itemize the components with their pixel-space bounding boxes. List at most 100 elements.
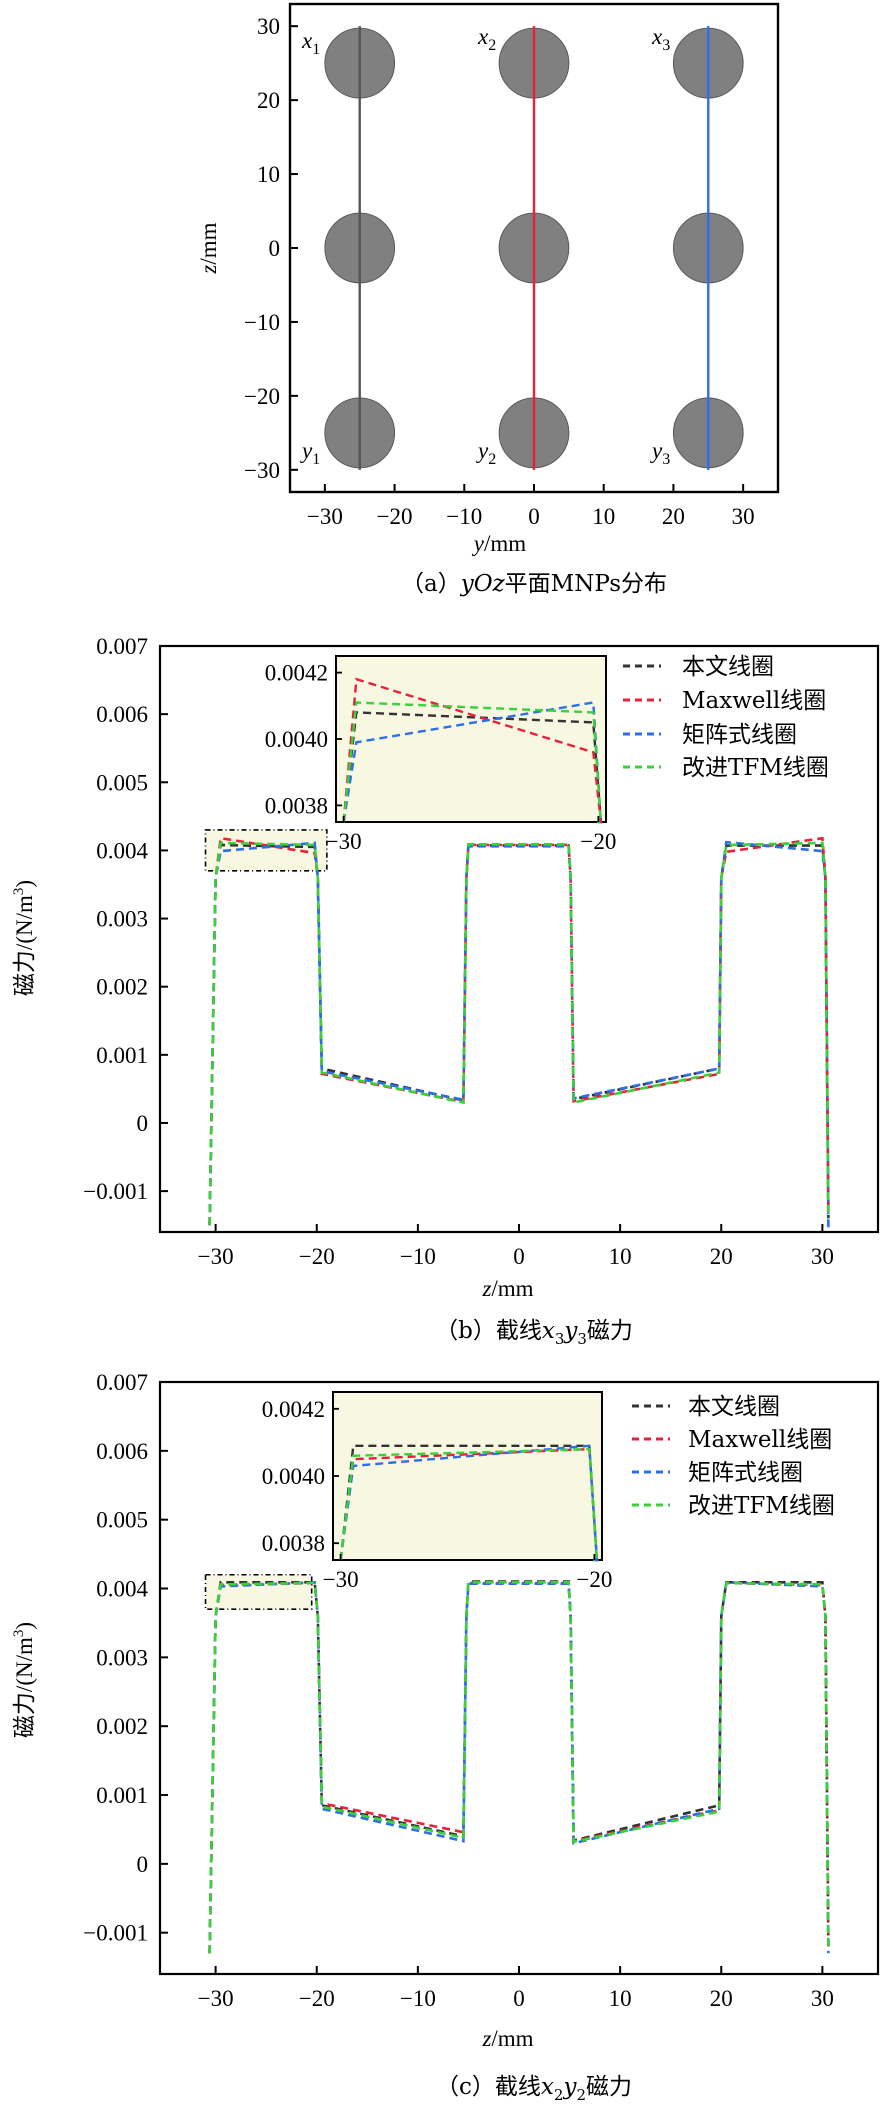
x-tick-label: −20 xyxy=(299,1986,335,2011)
series-line-1 xyxy=(208,836,830,1226)
x-tick-label: −30 xyxy=(198,1244,234,1269)
panel-c-force-x2y2: −30 −20 −10 0 10 20 30 0.007 0.006 0.005 0.004 0.00… xyxy=(11,1370,880,2104)
y-tick-label: 0.007 xyxy=(96,634,148,659)
legend-label-tfm: 改进TFM线圈 xyxy=(688,1493,835,1519)
inset-y-tick-label: 0.0040 xyxy=(262,1464,325,1489)
x-tick-label: −30 xyxy=(307,504,343,529)
y-tick-label: 0 xyxy=(137,1111,149,1136)
x-tick-label: 20 xyxy=(710,1986,733,2011)
legend-label-matrix: 矩阵式线圈 xyxy=(688,1460,803,1486)
y-tick-label: 0.007 xyxy=(96,1370,148,1395)
y-tick-label: −0.001 xyxy=(83,1921,148,1946)
panel-a-axis-ticks: −30 −20 −10 0 10 20 30 30 20 10 0 −10 −20 −30 xyxy=(244,14,755,529)
inset-y-tick-label: 0.0038 xyxy=(262,1531,325,1556)
label-y1: y1 xyxy=(300,438,320,468)
y-tick-label: 10 xyxy=(257,162,280,187)
inset-y-tick-label: 0.0042 xyxy=(265,661,328,686)
x-tick-label: 0 xyxy=(528,504,540,529)
x-tick-label: −30 xyxy=(198,1986,234,2011)
panel-b-inset: −30 −20 0.0042 0.0040 0.0038 xyxy=(265,655,617,854)
inset-series-line-3 xyxy=(339,1447,599,1562)
y-tick-label: 0.001 xyxy=(96,1043,148,1068)
panel-c-series xyxy=(208,1580,830,1954)
inset-x-tick-label: −30 xyxy=(326,829,362,854)
panel-b-ylabel: 磁力/(N/m3) xyxy=(11,880,37,996)
panel-c-caption: （c）截线x2y2磁力 xyxy=(436,2074,632,2104)
x-tick-label: 30 xyxy=(732,504,755,529)
inset-x-tick-label: −20 xyxy=(576,1567,612,1592)
y-tick-label: 0.003 xyxy=(96,907,148,932)
panel-a-caption: （a）yOz平面MNPs分布 xyxy=(401,571,667,597)
inset-y-tick-label: 0.0042 xyxy=(262,1397,325,1422)
legend-label-tfm: 改进TFM线圈 xyxy=(682,755,829,781)
label-y3: y3 xyxy=(650,438,670,468)
panel-b-caption: （b）截线x3y3磁力 xyxy=(435,1318,633,1348)
cut-line-group xyxy=(358,26,710,470)
label-x3: x3 xyxy=(651,24,670,54)
panel-c-ylabel: 磁力/(N/m3) xyxy=(11,1622,37,1738)
y-tick-label: 0.005 xyxy=(96,770,148,795)
y-tick-label: 0 xyxy=(137,1852,149,1877)
panel-b-force-x3y3: −30 −20 −10 0 10 20 30 0.007 0.006 0.005 0.004 0.00… xyxy=(11,634,880,1348)
y-tick-label: 0 xyxy=(269,236,281,261)
panel-c-legend: 本文线圈 Maxwell线圈 矩阵式线圈 改进TFM线圈 xyxy=(632,1394,835,1519)
series-line-3 xyxy=(208,1581,830,1954)
zoom-region-box xyxy=(204,1573,313,1610)
y-tick-label: 0.001 xyxy=(96,1783,148,1808)
inset-y-tick-label: 0.0038 xyxy=(265,793,328,818)
x-tick-label: 0 xyxy=(513,1986,525,2011)
panel-a-ylabel: z/mm xyxy=(196,222,221,274)
panel-c-xlabel: z/mm xyxy=(481,2026,533,2051)
y-tick-label: 20 xyxy=(257,88,280,113)
x-tick-label: −20 xyxy=(299,1244,335,1269)
series-line-2 xyxy=(208,840,830,1233)
x-tick-label: 10 xyxy=(609,1986,632,2011)
y-tick-label: 0.006 xyxy=(96,1439,148,1464)
x-tick-label: 30 xyxy=(811,1986,834,2011)
legend-label-maxwell: Maxwell线圈 xyxy=(682,688,826,714)
inset-series-line-3 xyxy=(342,701,603,824)
inset-series-line-2 xyxy=(342,701,603,824)
y-tick-label: −30 xyxy=(244,458,280,483)
x-tick-label: 0 xyxy=(513,1244,525,1269)
panel-c-zoom-box xyxy=(204,1573,313,1610)
label-x1: x1 xyxy=(301,28,320,58)
panel-b-inset-ticks: −30 −20 0.0042 0.0040 0.0038 xyxy=(265,661,617,854)
panel-c-inset-series xyxy=(339,1444,599,1562)
panel-b-xlabel: z/mm xyxy=(481,1276,533,1301)
legend-label-benwen: 本文线圈 xyxy=(688,1394,780,1420)
label-x2: x2 xyxy=(477,24,496,54)
panel-b-legend: 本文线圈 Maxwell线圈 矩阵式线圈 改进TFM线圈 xyxy=(623,654,829,781)
panel-b-series xyxy=(208,836,830,1233)
y-tick-label: 0.002 xyxy=(96,975,148,1000)
inset-x-tick-label: −20 xyxy=(580,829,616,854)
panel-b-inset-frame xyxy=(335,655,607,823)
panel-a-xlabel: y/mm xyxy=(472,531,526,556)
x-tick-label: 10 xyxy=(592,504,615,529)
panel-a-yoz-distribution: −30 −20 −10 0 10 20 30 30 20 10 0 −10 −20 −30 x1 x2 x… xyxy=(196,2,780,597)
y-tick-label: −20 xyxy=(244,384,280,409)
panel-c-inset-frame xyxy=(332,1391,603,1561)
y-tick-label: 0.004 xyxy=(96,838,148,863)
legend-label-maxwell: Maxwell线圈 xyxy=(688,1427,832,1453)
y-tick-label: 0.006 xyxy=(96,702,148,727)
y-tick-label: 0.005 xyxy=(96,1508,148,1533)
x-tick-label: −10 xyxy=(446,504,482,529)
x-tick-label: −10 xyxy=(400,1986,436,2011)
x-tick-label: −20 xyxy=(377,504,413,529)
x-tick-label: 20 xyxy=(662,504,685,529)
y-tick-label: 0.002 xyxy=(96,1714,148,1739)
x-tick-label: −10 xyxy=(400,1244,436,1269)
line-labels: x1 x2 x3 y1 y2 y3 xyxy=(300,24,670,468)
y-tick-label: −0.001 xyxy=(83,1179,148,1204)
panel-c-axis-ticks: −30 −20 −10 0 10 20 30 0.007 0.006 0.005 0.004 0.00… xyxy=(83,1370,834,2011)
legend-label-matrix: 矩阵式线圈 xyxy=(682,722,797,748)
y-tick-label: −10 xyxy=(244,310,280,335)
panel-c-inset-ticks: −30 −20 0.0042 0.0040 0.0038 xyxy=(262,1397,613,1592)
x-tick-label: 20 xyxy=(710,1244,733,1269)
inset-x-tick-label: −30 xyxy=(323,1567,359,1592)
inset-y-tick-label: 0.0040 xyxy=(265,727,328,752)
y-tick-label: 30 xyxy=(257,14,280,39)
legend-label-benwen: 本文线圈 xyxy=(682,654,774,680)
